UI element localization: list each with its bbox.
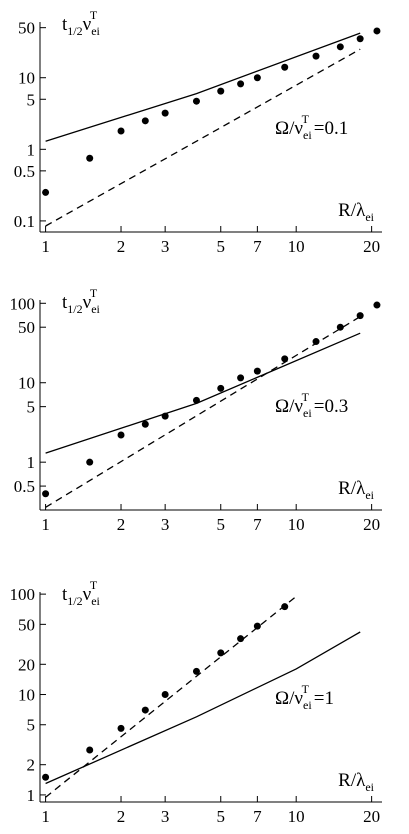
solid-line <box>45 332 361 454</box>
x-tick-label: 20 <box>363 237 380 256</box>
data-point <box>161 691 169 699</box>
x-axis-label: R/λei <box>338 200 374 224</box>
x-tick-label: 2 <box>117 237 126 256</box>
data-point <box>86 154 94 162</box>
data-point <box>42 773 50 781</box>
y-tick-label: 1 <box>27 453 36 472</box>
data-point <box>42 490 50 498</box>
panel-1: 1 2 3 5 7 10 20 0.1 0.5 1 5 10 50 t1/2νeiT R/λei Ω/νeiT… <box>14 8 382 256</box>
x-tick-label: 3 <box>161 807 170 826</box>
data-point <box>312 52 320 60</box>
y-tick-label: 5 <box>27 398 36 417</box>
data-point <box>86 458 94 466</box>
data-point <box>253 367 261 375</box>
x-tick-label: 5 <box>216 807 225 826</box>
y-tick-label: 1 <box>27 786 36 805</box>
y-tick-label: 20 <box>18 655 35 674</box>
data-point <box>141 420 149 428</box>
x-tick-label: 7 <box>253 237 262 256</box>
y-tick-label: 100 <box>10 294 36 313</box>
data-point <box>217 87 225 95</box>
y-tick-label: 5 <box>27 716 36 735</box>
x-tick-label: 1 <box>41 807 50 826</box>
data-point <box>237 80 245 88</box>
solid-line <box>45 631 361 785</box>
data-point <box>237 374 245 382</box>
data-point <box>141 706 149 714</box>
x-tick-label: 5 <box>216 237 225 256</box>
x-axis-label: R/λei <box>338 478 374 502</box>
data-point <box>161 109 169 117</box>
x-tick-label: 3 <box>161 237 170 256</box>
x-tick-label: 7 <box>253 807 262 826</box>
x-tick-label: 20 <box>363 515 380 534</box>
parameter-annotation: Ω/νeiT =0.3 <box>275 390 348 420</box>
x-tick-label: 10 <box>288 807 305 826</box>
data-point <box>42 188 50 196</box>
data-point <box>141 117 149 125</box>
x-tick-label: 3 <box>161 515 170 534</box>
x-tick-label: 2 <box>117 807 126 826</box>
data-point <box>192 97 200 105</box>
y-axis-label: t1/2νeiT <box>62 8 101 38</box>
x-tick-label: 7 <box>253 515 262 534</box>
data-point <box>312 338 320 346</box>
data-point <box>373 27 381 35</box>
y-tick-label: 50 <box>18 615 35 634</box>
y-tick-label: 50 <box>18 19 35 38</box>
x-tick-label: 10 <box>288 237 305 256</box>
data-point <box>336 43 344 51</box>
y-tick-label: 10 <box>18 374 35 393</box>
y-tick-label: 1 <box>27 140 36 159</box>
data-point <box>373 301 381 309</box>
solid-line <box>45 32 361 142</box>
y-tick-label: 50 <box>18 318 35 337</box>
parameter-annotation: Ω/νeiT =0.1 <box>275 112 348 142</box>
data-point <box>356 35 364 43</box>
y-tick-label: 2 <box>27 756 36 775</box>
data-point <box>253 622 261 630</box>
x-tick-label: 10 <box>288 515 305 534</box>
data-point <box>237 635 245 643</box>
x-tick-label: 2 <box>117 515 126 534</box>
y-axis-label: t1/2νeiT <box>62 286 101 316</box>
data-point <box>192 667 200 675</box>
dashed-line <box>45 48 361 227</box>
panel-3: 1 2 3 5 7 10 20 1 2 5 10 20 50 100 t1/2νeiT R/λei Ω/νeiT… <box>10 578 382 826</box>
parameter-annotation: Ω/νeiT =1 <box>275 682 334 712</box>
y-tick-label: 5 <box>27 90 36 109</box>
x-tick-label: 5 <box>216 515 225 534</box>
data-point <box>281 63 289 71</box>
data-point <box>117 431 125 439</box>
data-point <box>86 746 94 754</box>
y-tick-label: 100 <box>10 585 36 604</box>
y-axis-label: t1/2νeiT <box>62 578 101 608</box>
y-tick-label: 10 <box>18 69 35 88</box>
x-tick-label: 1 <box>41 515 50 534</box>
y-tick-label: 0.5 <box>14 477 35 496</box>
dashed-line <box>45 595 297 798</box>
x-tick-label: 1 <box>41 237 50 256</box>
data-point <box>217 649 225 657</box>
data-point <box>281 603 289 611</box>
y-tick-label: 10 <box>18 686 35 705</box>
y-tick-label: 0.5 <box>14 162 35 181</box>
x-axis-label: R/λei <box>338 770 374 794</box>
data-point <box>217 384 225 392</box>
dashed-line <box>45 316 361 508</box>
data-point <box>253 74 261 82</box>
panel-2: 1 2 3 5 7 10 20 0.5 1 5 10 50 100 t1/2νeiT R/λei Ω/νeiT… <box>10 286 382 534</box>
y-tick-label: 0.1 <box>14 212 35 231</box>
data-point <box>117 724 125 732</box>
x-tick-label: 20 <box>363 807 380 826</box>
data-point <box>336 323 344 331</box>
data-point <box>117 127 125 135</box>
